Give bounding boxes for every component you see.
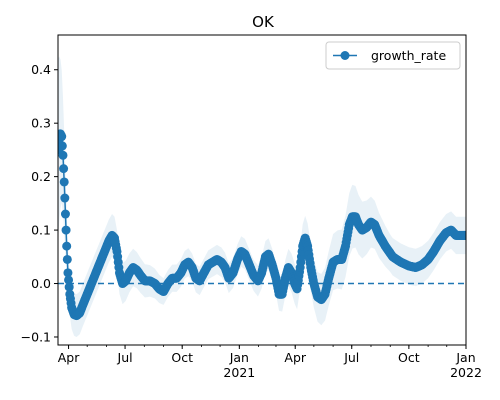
data-point — [59, 177, 69, 187]
data-point — [62, 254, 72, 264]
x-tick-label: Apr — [58, 350, 80, 365]
y-axis: −0.1 0.0 0.1 0.2 0.3 0.4 — [21, 62, 58, 344]
data-point — [64, 282, 74, 292]
x-tick-label: Oct — [398, 350, 420, 365]
y-tick-label: −0.1 — [21, 329, 51, 344]
data-point — [461, 230, 466, 240]
data-point — [64, 275, 74, 285]
data-point — [58, 141, 67, 151]
legend: growth_rate — [325, 41, 461, 70]
data-point — [61, 225, 71, 235]
data-point — [60, 193, 70, 203]
data-point — [58, 150, 68, 160]
y-tick-label: 0.2 — [31, 169, 51, 184]
x-tick-label: Jan — [229, 350, 249, 365]
chart-title: OK — [252, 13, 275, 31]
x-tick-label: Oct — [171, 350, 193, 365]
series-marker-layer — [58, 129, 466, 321]
x-tick-label: Apr — [284, 350, 306, 365]
legend-box — [325, 41, 461, 70]
legend-marker-swatch — [340, 51, 350, 60]
x-tick-year-label: 2022 — [450, 365, 482, 380]
x-tick-label: Jul — [117, 350, 133, 365]
y-tick-label: 0.4 — [31, 62, 51, 77]
x-tick-label: Jan — [455, 350, 475, 365]
x-tick-year-label: 2021 — [223, 365, 255, 380]
y-tick-label: 0.1 — [31, 223, 51, 238]
x-tick-label: Jul — [343, 350, 359, 365]
data-point — [59, 164, 69, 174]
plot-area — [58, 56, 466, 337]
axes-frame — [57, 34, 467, 346]
data-point — [58, 132, 67, 142]
y-tick-label: 0.0 — [31, 276, 51, 291]
data-point — [60, 209, 70, 219]
data-point — [63, 268, 73, 278]
y-tick-label: 0.3 — [31, 116, 51, 131]
legend-label-growth-rate: growth_rate — [371, 48, 446, 63]
data-point — [62, 241, 72, 251]
